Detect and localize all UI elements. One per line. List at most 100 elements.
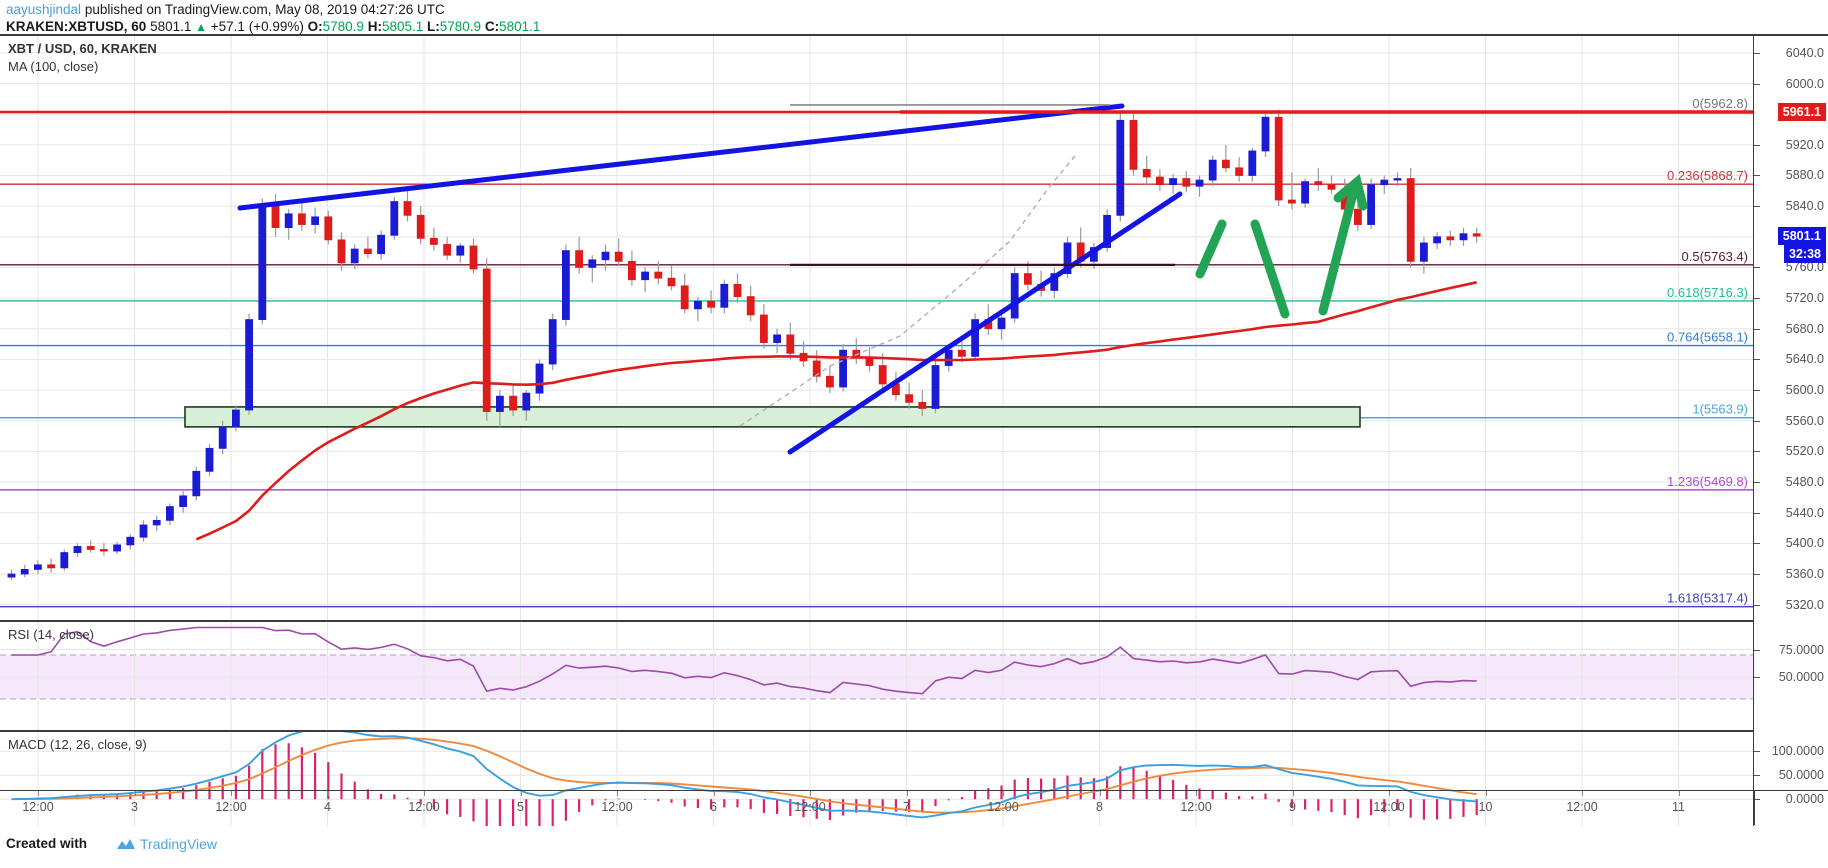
candle [271,205,280,229]
candle [377,234,386,255]
candle [1472,233,1481,237]
rsi-chart-svg [0,622,1753,730]
candle [1406,178,1415,262]
time-axis-label: 12:00 [601,800,633,814]
scale-tick-mark [1754,267,1760,269]
scale-tick-mark [1754,359,1760,361]
time-axis-label: 12:00 [987,800,1019,814]
candle [456,245,465,256]
macd-tick-label: 50.0000 [1778,768,1824,783]
support-zone-box[interactable] [184,406,1361,428]
trend-line-2[interactable] [787,191,1183,455]
open-value: 5780.9 [322,19,364,34]
chart-frame[interactable]: XBT / USD, 60, KRAKEN MA (100, close) 0(… [0,34,1828,826]
resistance-price-badge[interactable]: 5961.1 [1777,103,1826,122]
candle [509,395,518,411]
candle [218,426,227,449]
macd-line [11,732,1477,819]
candle [971,319,979,357]
price-pane[interactable]: XBT / USD, 60, KRAKEN MA (100, close) 0(… [0,36,1754,620]
scale-tick-mark [1754,83,1760,85]
price-tick-label: 5720.0 [1785,291,1824,306]
candle [1301,181,1309,204]
scale-tick-mark [1754,751,1760,753]
tradingview-brand[interactable]: TradingView [140,836,218,852]
candle [258,205,267,320]
time-tick-mark [231,791,232,796]
candle [548,319,557,365]
symbol-label[interactable]: KRAKEN:XBTUSD, [6,19,128,34]
time-tick-mark [38,791,39,796]
macd-signal-line [11,737,1477,814]
scale-tick-mark [1754,543,1760,545]
last-price: 5801.1 [150,19,192,34]
candle [192,470,201,497]
candle [1459,233,1468,241]
fib-label-5: 1(5563.9) [1692,402,1748,417]
scale-tick-mark [1754,298,1760,300]
high-value: 5805.1 [381,19,424,34]
price-tick-label: 5360.0 [1785,567,1824,582]
low-label: L: [427,19,440,34]
candle [139,524,148,538]
candle [390,201,399,236]
time-axis-label: 12:00 [1566,800,1598,814]
rsi-pane[interactable]: RSI (14, close) [0,620,1754,730]
candle [1010,273,1019,319]
candle [958,349,966,357]
publish-info: aayushjindal published on TradingView.co… [6,2,1828,18]
candle [1274,116,1283,201]
candle [1367,184,1375,225]
price-tick-label: 6000.0 [1785,76,1824,91]
publish-text: published on TradingView.com, May 08, 20… [84,2,445,17]
candle [1116,119,1125,216]
scale-tick-mark [1754,451,1760,453]
candle [1314,181,1323,186]
trend-line-1[interactable] [237,103,1125,211]
price-tick-label: 5520.0 [1785,444,1824,459]
candle [100,549,108,552]
forecast-arrow[interactable] [1195,173,1368,319]
candle [443,244,452,256]
author-name[interactable]: aayushjindal [6,2,82,17]
candle [812,360,821,377]
chart-header: aayushjindal published on TradingView.co… [0,0,1828,34]
macd-indicator-title: MACD (12, 26, close, 9) [8,737,147,752]
fib-label-2: 0.5(5763.4) [1682,249,1749,264]
candle [1024,273,1032,285]
macd-tick-label: 100.0000 [1771,744,1824,759]
candle [575,250,583,268]
candle [680,285,689,310]
fib-label-3: 0.618(5716.3) [1667,285,1748,300]
candle [601,251,610,261]
candle [628,260,636,281]
candle [1380,179,1389,186]
price-tick-label: 5440.0 [1785,505,1824,520]
candle [337,239,346,264]
price-scale[interactable]: 6040.0 6000.0 5920.0 5880.0 5840.0 5760.0 5720… [1754,36,1828,826]
candle [1169,178,1177,186]
low-value: 5780.9 [439,19,482,34]
close-label: C: [484,19,500,34]
time-axis[interactable]: 12:00 3 12:00 4 12:00 5 12:00 6 12:00 7 12:00 8 12:0… [0,790,1828,825]
scale-tick-mark [1754,206,1760,208]
time-axis-label: 8 [1096,800,1103,814]
time-axis-label: 12:00 [1180,800,1212,814]
interval-label[interactable]: 60 [131,19,147,34]
current-price-badge[interactable]: 5801.1 [1777,226,1826,245]
candle [1222,159,1230,169]
candle [905,394,913,403]
candle [1142,168,1151,178]
dashed-channel-line [739,155,1076,427]
scale-tick-mark [1754,799,1760,801]
scale-tick-mark [1754,512,1760,514]
price-tick-label: 5680.0 [1785,321,1824,336]
bar-countdown-badge[interactable]: 32:38 [1784,244,1826,263]
time-axis-label: 12:00 [794,800,826,814]
time-axis-label: 12:00 [22,800,54,814]
change-absolute: +57.1 [210,19,245,34]
candle [760,314,768,343]
rsi-tick-label: 75.0000 [1778,642,1824,657]
time-axis-label: 4 [324,800,331,814]
candle [1433,236,1441,244]
